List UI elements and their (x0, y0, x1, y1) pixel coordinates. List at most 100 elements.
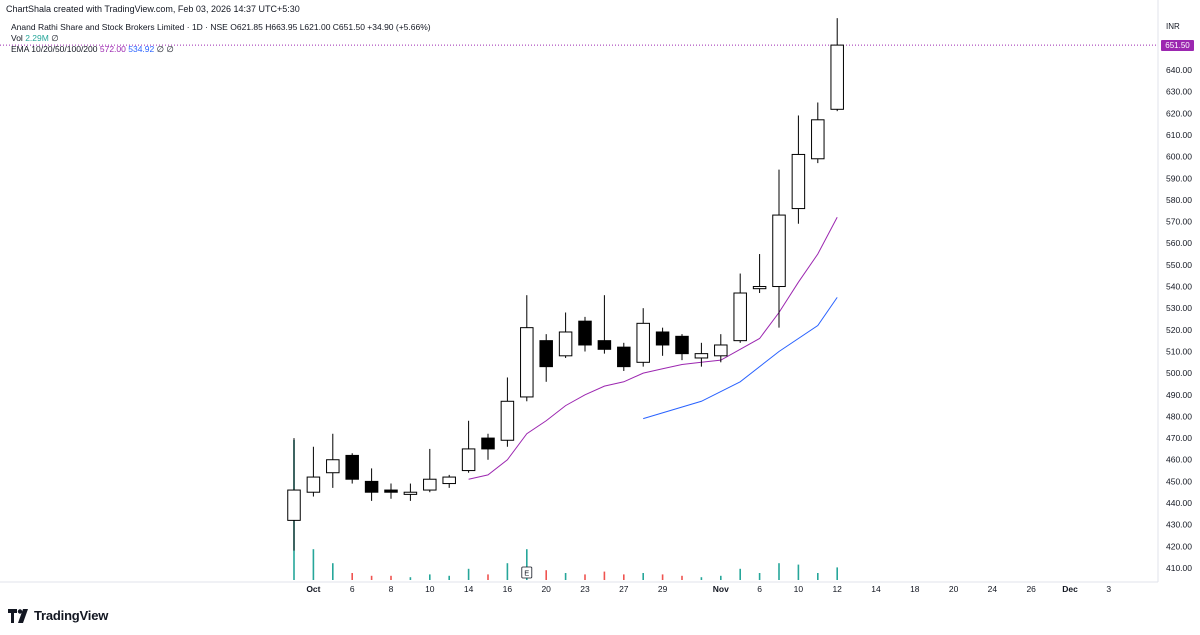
y-tick-label: 540.00 (1166, 282, 1192, 292)
candle-body (636, 322, 650, 363)
candle-body (326, 459, 340, 474)
volume-bar (700, 577, 703, 580)
volume-bar (836, 567, 838, 580)
volume-value: 2.29M (25, 33, 49, 43)
y-tick-label: 460.00 (1166, 455, 1192, 465)
ema-label[interactable]: EMA 10/20/50/100/200 (11, 44, 98, 54)
earnings-marker-label: E (524, 569, 529, 578)
candle-body (520, 327, 534, 398)
candle-body (752, 286, 767, 290)
y-tick-label: 580.00 (1166, 195, 1192, 205)
x-tick-label: 20 (541, 584, 551, 594)
y-tick-label: 420.00 (1166, 541, 1192, 551)
volume-bar (661, 574, 664, 580)
volume-bar (370, 575, 373, 580)
candle-body (714, 344, 728, 357)
candle-body (345, 454, 359, 480)
tradingview-logo-icon (8, 608, 28, 623)
candle-body (558, 331, 573, 357)
x-tick-label: 6 (757, 584, 762, 594)
x-tick-label: 23 (580, 584, 590, 594)
candle-body (442, 476, 456, 485)
x-tick-label: 26 (1026, 584, 1036, 594)
x-tick-label: 8 (389, 584, 394, 594)
candle-body (461, 448, 476, 472)
tradingview-logo-text: TradingView (34, 608, 109, 623)
symbol-name[interactable]: Anand Rathi Share and Stock Brokers Limi… (11, 22, 228, 32)
candle-body (539, 340, 553, 368)
volume-bar (642, 573, 644, 580)
volume-bar (429, 574, 431, 580)
last-price-badge: 651.50 (1161, 40, 1194, 51)
x-tick-label: Oct (306, 584, 320, 594)
y-tick-label: 620.00 (1166, 108, 1192, 118)
candle-body (830, 44, 844, 110)
volume-extra: ∅ (51, 33, 59, 43)
earnings-marker (521, 566, 533, 579)
y-tick-label: 610.00 (1166, 130, 1192, 140)
symbol-legend: Anand Rathi Share and Stock Brokers Limi… (11, 22, 431, 32)
candle-body (655, 331, 670, 346)
volume-bar (681, 575, 683, 580)
volume-bar (312, 549, 315, 580)
volume-label[interactable]: Vol (11, 33, 23, 43)
x-tick-label: 20 (949, 584, 959, 594)
y-tick-label: 470.00 (1166, 433, 1192, 443)
candle-body (772, 214, 786, 288)
ema-legend: EMA 10/20/50/100/200 572.00 534.92 ∅ ∅ (11, 44, 174, 54)
volume-bar (545, 570, 547, 580)
x-tick-label: 14 (871, 584, 881, 594)
candle-body (597, 340, 612, 350)
ema20-value: 534.92 (128, 44, 155, 54)
volume-bar (467, 568, 470, 580)
volume-bar (409, 577, 412, 580)
candle-body (617, 346, 631, 368)
volume-bar (448, 575, 450, 580)
x-tick-label: 18 (910, 584, 920, 594)
volume-bar (584, 574, 586, 580)
y-tick-label: 640.00 (1166, 65, 1192, 75)
candle-body (578, 320, 592, 346)
volume-bar (332, 563, 334, 580)
y-tick-label: 510.00 (1166, 346, 1192, 356)
x-tick-label: 29 (658, 584, 668, 594)
volume-bar (797, 564, 800, 580)
y-tick-label: 550.00 (1166, 260, 1192, 270)
candle-body (675, 335, 689, 355)
volume-bar (817, 573, 819, 580)
candle-body (811, 119, 825, 160)
volume-bar (758, 573, 761, 580)
candle-body (287, 489, 301, 521)
x-tick-label: 10 (425, 584, 435, 594)
x-tick-label: 6 (350, 584, 355, 594)
chart-credit: ChartShala created with TradingView.com,… (6, 4, 300, 14)
tradingview-logo[interactable]: TradingView (8, 608, 108, 623)
volume-bar (778, 563, 780, 580)
x-tick-label: 3 (1106, 584, 1111, 594)
ema10-line (468, 217, 838, 480)
volume-bar (506, 563, 509, 580)
ema-extra: ∅ ∅ (156, 44, 174, 54)
y-tick-label: 530.00 (1166, 303, 1192, 313)
volume-bar (739, 568, 741, 580)
volume-bar (720, 575, 722, 580)
volume-bar (390, 575, 392, 580)
y-tick-label: 440.00 (1166, 498, 1192, 508)
volume-bar (487, 574, 489, 580)
y-tick-label: 430.00 (1166, 520, 1192, 530)
y-tick-label: 450.00 (1166, 476, 1192, 486)
volume-bar (526, 549, 528, 580)
x-tick-label: Dec (1062, 584, 1078, 594)
currency-label[interactable]: INR (1166, 22, 1180, 31)
candle-body (481, 437, 495, 450)
candle-body (306, 476, 321, 493)
x-tick-label: 27 (619, 584, 629, 594)
ema20-line (643, 297, 838, 420)
y-tick-label: 490.00 (1166, 390, 1192, 400)
x-tick-label: 24 (988, 584, 998, 594)
ohlc-values: O621.85 H663.95 L621.00 C651.50 +34.90 (… (230, 22, 431, 32)
y-tick-label: 630.00 (1166, 87, 1192, 97)
y-tick-label: 410.00 (1166, 563, 1192, 573)
y-tick-label: 500.00 (1166, 368, 1192, 378)
